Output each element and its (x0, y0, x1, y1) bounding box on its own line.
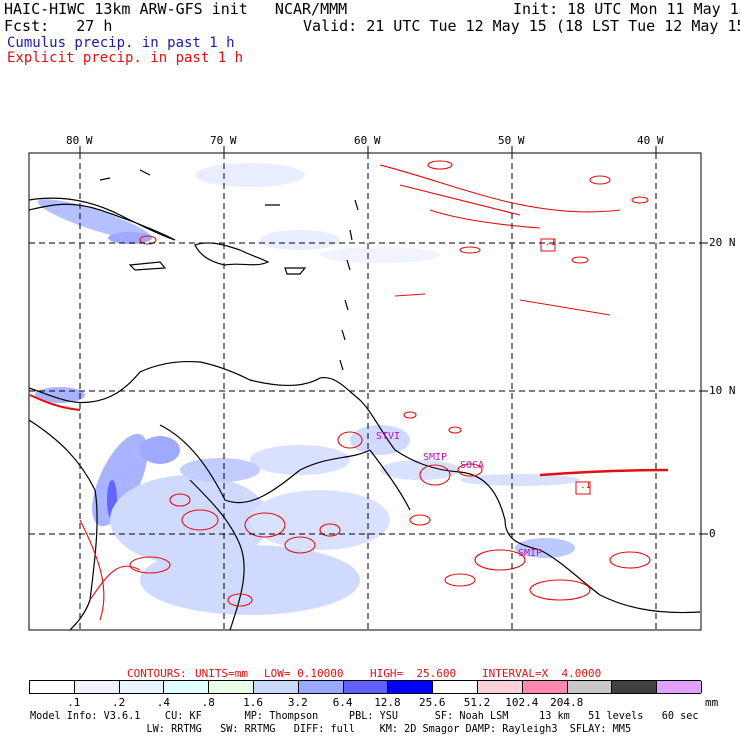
legend-explicit: Explicit precip. in past 1 h (7, 50, 244, 66)
colorbar-swatch (209, 681, 254, 693)
place-label-stvi: STVI (376, 431, 401, 442)
colorbar-swatch (478, 681, 523, 693)
colorbar-tick-label: 1.6 (243, 696, 263, 709)
lon-label-50w: 50 W (498, 134, 525, 147)
lon-label-70w: 70 W (210, 134, 237, 147)
contours-low: LOW= 0.10000 (264, 667, 344, 680)
contours-units: UNITS=mm (195, 667, 248, 680)
colorbar-swatch (657, 681, 702, 693)
header-init-time: Init: 18 UTC Mon 11 May 15 (513, 0, 740, 18)
contours-label: CONTOURS: (127, 667, 187, 680)
colorbar-tick-label: .1 (67, 696, 81, 709)
coastlines (29, 169, 701, 630)
lat-label-20n: 20 N (709, 236, 736, 249)
colorbar-tick-label: 204.8 (550, 696, 584, 709)
lat-lon-grid (29, 153, 701, 630)
colorbar-tick-label: 51.2 (463, 696, 491, 709)
colorbar-swatch (298, 681, 344, 693)
header-valid-time: Valid: 21 UTC Tue 12 May 15 (18 LST Tue … (303, 17, 740, 35)
colorbar-tick-label: 3.2 (287, 696, 308, 709)
colorbar-tick-label: 102.4 (505, 696, 539, 709)
colorbar-swatch (74, 681, 120, 693)
colorbar-swatch (567, 681, 613, 693)
colorbar-swatch (522, 681, 568, 693)
header-forecast-hour: Fcst: 27 h (4, 17, 113, 35)
colorbar-swatch (254, 681, 299, 693)
colorbar-swatch (119, 681, 165, 693)
contour-value-boxes (540, 238, 591, 495)
colorbar-tick-label: 6.4 (332, 696, 353, 709)
contour-value-label: .1 (545, 238, 556, 248)
colorbar-swatch (388, 681, 434, 693)
contours-interval: INTERVAL=X 4.0000 (482, 667, 602, 680)
colorbar-swatch (343, 681, 389, 693)
cumulus-precip-area (35, 163, 580, 615)
lat-label-0: 0 (709, 527, 716, 540)
colorbar-tick-label: 25.6 (419, 696, 446, 709)
contour-value-label: .1 (580, 481, 591, 491)
colorbar-tick-label: .8 (201, 696, 215, 709)
model-info-line2: LW: RRTMG SW: RRTMG DIFF: full KM: 2D Sm… (30, 724, 632, 735)
lon-label-80w: 80 W (66, 134, 93, 147)
place-label-soca: SOCA (460, 460, 485, 471)
lat-label-10n: 10 N (709, 384, 736, 397)
colorbar (29, 680, 702, 694)
model-info-line1: Model Info: V3.6.1 CU: KF MP: Thompson P… (30, 711, 699, 722)
colorbar-swatch (433, 681, 478, 693)
explicit-precip-contours (29, 160, 669, 621)
lon-label-40w: 40 W (637, 134, 664, 147)
colorbar-tick-label: .2 (112, 696, 126, 709)
colorbar-unit: mm (705, 696, 719, 709)
colorbar-tick-label: .4 (156, 696, 171, 709)
colorbar-swatch (612, 681, 658, 693)
contours-high: HIGH= 25.600 (370, 667, 457, 680)
legend-cumulus: Cumulus precip. in past 1 h (7, 35, 235, 51)
lon-label-60w: 60 W (354, 134, 381, 147)
header-title: HAIC-HIWC 13km ARW-GFS init NCAR/MMM (4, 0, 348, 18)
colorbar-swatch (30, 681, 75, 693)
place-label-smip: SMIP (423, 452, 448, 463)
colorbar-tick-label: 12.8 (374, 696, 401, 709)
colorbar-swatch (164, 681, 210, 693)
precipitation-map (28, 146, 708, 631)
place-label-smip-2: SMIP (518, 548, 543, 559)
